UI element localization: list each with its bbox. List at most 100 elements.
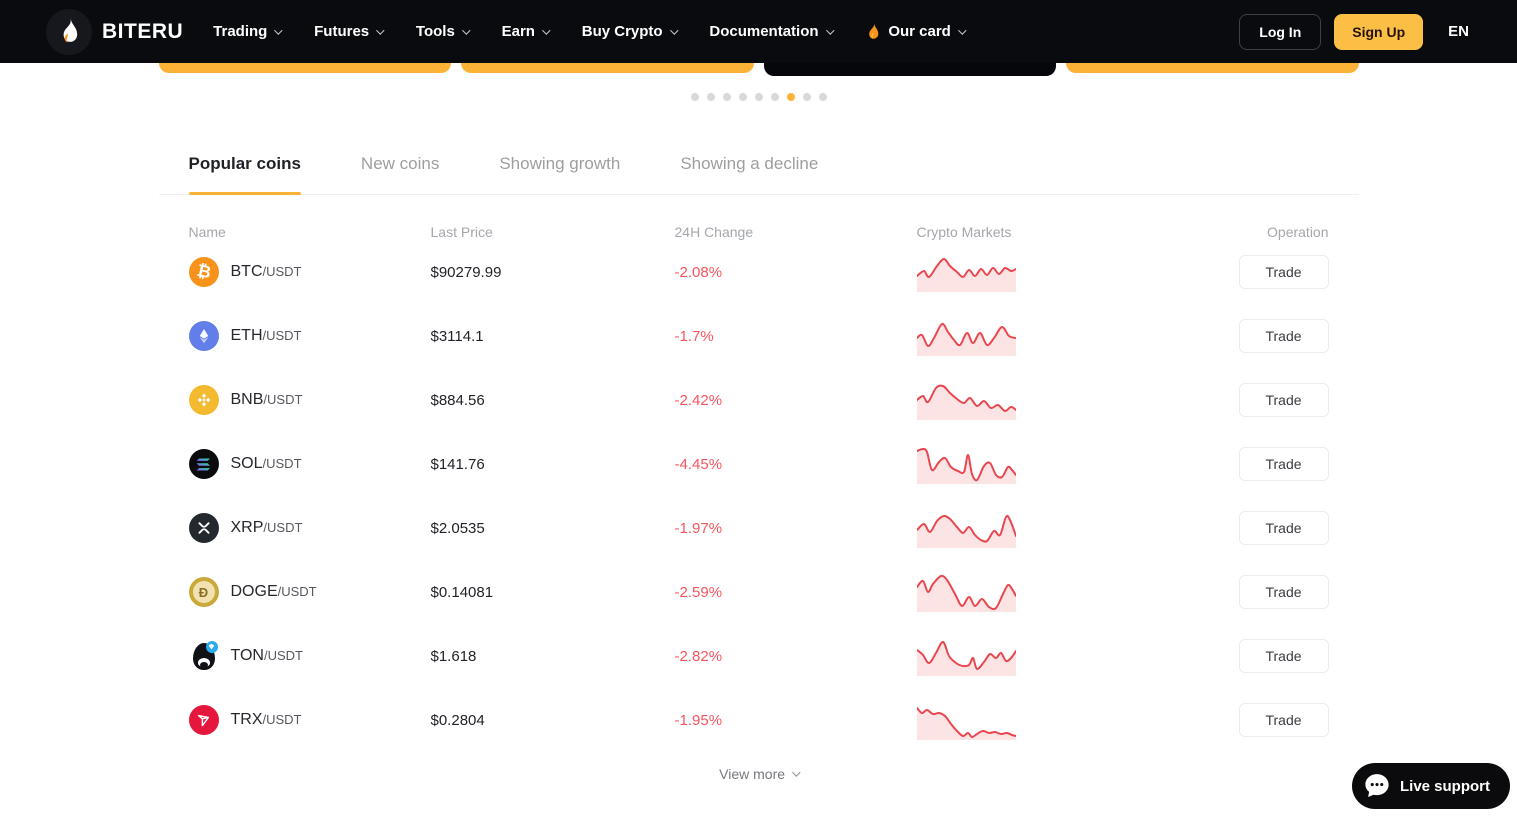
carousel-slide-3[interactable] xyxy=(763,63,1056,76)
carousel-dot-8[interactable] xyxy=(802,93,811,101)
table-row-eth: ETH/USDT $3114.1 -1.7% Trade xyxy=(159,304,1359,368)
tab-new-coins[interactable]: New coins xyxy=(360,154,440,173)
live-support-label: Live support xyxy=(1399,777,1490,795)
tab-showing-a-decline[interactable]: Showing a decline xyxy=(680,154,819,173)
coin-pair: /USDT xyxy=(277,584,317,599)
bnb-icon xyxy=(188,385,219,415)
last-price: $884.56 xyxy=(430,391,485,409)
change-24h: -2.59% xyxy=(674,583,723,601)
xrp-icon xyxy=(188,513,219,543)
chevron-down-icon xyxy=(825,25,834,35)
nav-item-documentation[interactable]: Documentation xyxy=(709,23,834,40)
brand-logo[interactable]: BITERU xyxy=(46,8,184,55)
table-row-ton: TON/USDT $1.618 -2.82% Trade xyxy=(159,624,1359,688)
trade-button[interactable]: Trade xyxy=(1238,575,1329,609)
column-header-operation: Operation xyxy=(1267,224,1329,240)
carousel-dot-7[interactable] xyxy=(786,93,795,101)
column-header-crypto-markets: Crypto Markets xyxy=(916,224,1012,240)
nav-item-tools[interactable]: Tools xyxy=(416,23,471,40)
coin-symbol: DOGE xyxy=(230,583,278,600)
trade-button[interactable]: Trade xyxy=(1238,447,1329,481)
trx-icon xyxy=(188,705,219,735)
sparkline-chart xyxy=(916,380,1239,420)
last-price: $2.0535 xyxy=(430,519,485,537)
carousel-dot-2[interactable] xyxy=(706,93,715,101)
carousel-dot-3[interactable] xyxy=(722,93,731,101)
coin-name-cell[interactable]: ETH/USDT xyxy=(188,321,431,351)
table-row-xrp: XRP/USDT $2.0535 -1.97% Trade xyxy=(159,496,1359,560)
coin-name-cell[interactable]: SOL/USDT xyxy=(188,449,431,479)
carousel-dot-5[interactable] xyxy=(754,93,763,101)
column-header-24h-change: 24H Change xyxy=(674,224,754,240)
coin-symbol: SOL xyxy=(230,455,263,472)
trade-button[interactable]: Trade xyxy=(1238,511,1329,545)
coin-symbol: TON xyxy=(230,647,264,664)
trade-button[interactable]: Trade xyxy=(1238,255,1329,289)
table-row-trx: TRX/USDT $0.2804 -1.95% Trade xyxy=(159,688,1359,752)
table-row-btc: ₿ BTC/USDT $90279.99 -2.08% Trade xyxy=(159,240,1359,304)
chat-bubble-icon xyxy=(1365,774,1389,797)
coin-name-cell[interactable]: ₿ BTC/USDT xyxy=(188,257,431,287)
last-price: $0.14081 xyxy=(430,583,494,601)
tab-popular-coins[interactable]: Popular coins xyxy=(188,148,302,195)
nav-item-trading[interactable]: Trading xyxy=(213,23,283,40)
chevron-down-icon xyxy=(376,25,385,35)
trade-button[interactable]: Trade xyxy=(1238,319,1329,353)
coin-pair: /USDT xyxy=(263,520,303,535)
view-more-link[interactable]: View more xyxy=(159,766,1359,782)
carousel-slide-4[interactable] xyxy=(1066,63,1359,73)
coin-name-cell[interactable]: XRP/USDT xyxy=(188,513,431,543)
language-selector[interactable]: EN xyxy=(1448,23,1469,40)
coin-pair: /USDT xyxy=(262,456,302,471)
trade-button[interactable]: Trade xyxy=(1238,639,1329,673)
sparkline-chart xyxy=(916,252,1239,292)
change-24h: -1.95% xyxy=(674,711,723,729)
table-row-bnb: BNB/USDT $884.56 -2.42% Trade xyxy=(159,368,1359,432)
coin-pair: /USDT xyxy=(263,392,303,407)
chevron-down-icon xyxy=(542,25,551,35)
trade-button[interactable]: Trade xyxy=(1238,383,1329,417)
sparkline-chart xyxy=(916,700,1239,740)
carousel-dot-4[interactable] xyxy=(738,93,747,101)
coin-name-cell[interactable]: TON/USDT xyxy=(189,640,431,671)
change-24h: -1.97% xyxy=(674,519,723,537)
carousel-slide-1[interactable] xyxy=(158,63,451,73)
coin-name-cell[interactable]: BNB/USDT xyxy=(188,385,431,415)
top-navbar: BITERU Trading Futures Tools Earn Buy Crypto… xyxy=(0,0,1517,63)
view-more-label: View more xyxy=(719,766,786,782)
nav-item-buy-crypto[interactable]: Buy Crypto xyxy=(582,23,678,40)
carousel-dot-6[interactable] xyxy=(770,93,779,101)
live-support-button[interactable]: Live support xyxy=(1351,763,1510,809)
signup-button[interactable]: Sign Up xyxy=(1334,13,1424,50)
trade-button[interactable]: Trade xyxy=(1238,703,1329,737)
carousel-dot-1[interactable] xyxy=(690,93,699,101)
login-button[interactable]: Log In xyxy=(1239,13,1322,50)
nav-item-futures[interactable]: Futures xyxy=(314,23,385,40)
last-price: $1.618 xyxy=(430,647,477,665)
tab-showing-growth[interactable]: Showing growth xyxy=(499,154,621,173)
coin-tabs: Popular coins New coins Showing growth Show… xyxy=(158,148,1359,195)
coin-symbol: ETH xyxy=(230,327,263,344)
brand-name: BITERU xyxy=(102,19,184,43)
doge-icon: Ð xyxy=(188,577,219,607)
eth-icon xyxy=(188,321,219,351)
carousel-slides-edge xyxy=(158,63,1359,76)
coin-pair: /USDT xyxy=(262,712,302,727)
nav-item-earn[interactable]: Earn xyxy=(502,23,551,40)
flame-icon xyxy=(869,23,879,39)
table-header-row: Name Last Price 24H Change Crypto Markets Op… xyxy=(159,224,1359,240)
carousel-dot-9[interactable] xyxy=(818,93,827,101)
change-24h: -2.82% xyxy=(674,647,723,665)
sparkline-chart xyxy=(916,316,1239,356)
coin-name-cell[interactable]: TRX/USDT xyxy=(188,705,431,735)
coin-name-cell[interactable]: Ð DOGE/USDT xyxy=(188,577,431,607)
carousel-slide-2[interactable] xyxy=(461,63,754,73)
last-price: $0.2804 xyxy=(430,711,485,729)
btc-icon: ₿ xyxy=(188,257,219,287)
last-price: $90279.99 xyxy=(430,263,502,281)
change-24h: -1.7% xyxy=(674,327,714,345)
coin-symbol: TRX xyxy=(230,711,263,728)
nav-item-our-card[interactable]: Our card xyxy=(865,23,967,41)
carousel-dots xyxy=(159,93,1359,101)
coin-pair: /USDT xyxy=(262,264,302,279)
